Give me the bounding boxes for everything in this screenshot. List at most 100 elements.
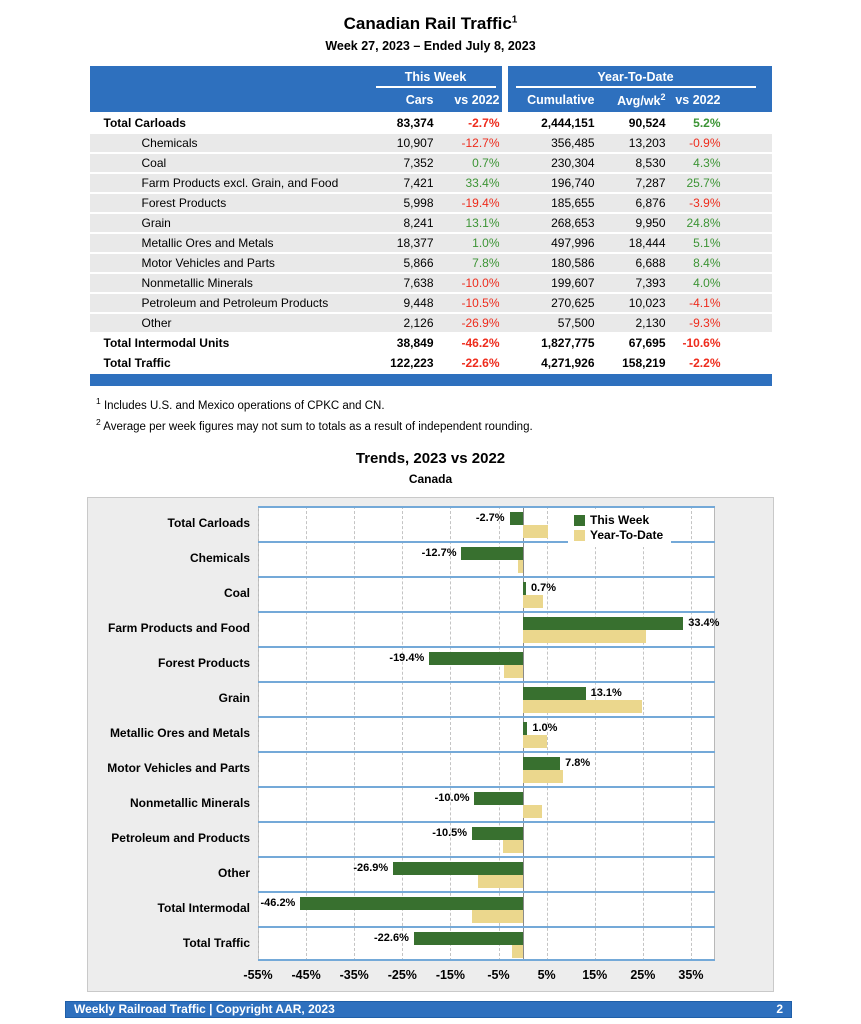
- chart-category-row: Nonmetallic Minerals -10.0%: [88, 785, 773, 821]
- ytd-vs2022-value: -9.3%: [689, 316, 721, 330]
- avgwk-footnote-marker: 2: [660, 91, 666, 102]
- gridline: [258, 505, 259, 961]
- page-subtitle: Week 27, 2023 – Ended July 8, 2023: [325, 39, 536, 53]
- table-header: This Week Cars vs 2022 Year-To-Date Cumu…: [89, 66, 772, 112]
- cumulative-value: 196,740: [551, 176, 595, 190]
- col-header-avgwk: Avg/wk2: [617, 91, 666, 109]
- tw-vs2022-value: 1.0%: [472, 236, 500, 250]
- chart-category-row: Coal 0.7%: [88, 575, 773, 611]
- category-band: -22.6%: [258, 925, 715, 961]
- category-band: -12.7%: [258, 540, 715, 576]
- tw-vs2022-value: 7.8%: [472, 256, 500, 270]
- footnote-1: 1 Includes U.S. and Mexico operations of…: [96, 396, 385, 412]
- tw-vs2022-value: 33.4%: [465, 176, 500, 190]
- this-week-bar: [393, 861, 523, 875]
- page-footer: Weekly Railroad Traffic | Copyright AAR,…: [65, 1000, 792, 1018]
- bar-value-label: 0.7%: [530, 581, 557, 594]
- x-axis-tick-label: 15%: [582, 967, 608, 982]
- cumulative-value: 180,586: [551, 256, 595, 270]
- chart-category-row: Motor Vehicles and Parts 7.8%: [88, 750, 773, 786]
- table-row: Motor Vehicles and Parts 5,866 7.8% 180,586…: [89, 254, 772, 272]
- cumulative-value: 57,500: [557, 316, 595, 330]
- row-label: Motor Vehicles and Parts: [141, 256, 275, 270]
- category-label: Chemicals: [189, 550, 250, 565]
- row-label: Metallic Ores and Metals: [141, 236, 274, 250]
- cars-value: 8,241: [403, 216, 434, 230]
- ytd-vs2022-value: 24.8%: [686, 216, 721, 230]
- legend-label-this-week: This Week: [590, 512, 650, 527]
- bar-value-label: -10.5%: [432, 826, 468, 839]
- bar-value-label: -10.0%: [434, 791, 470, 804]
- chart-category-row: Metallic Ores and Metals 1.0%: [88, 715, 773, 751]
- ytd-bar: [522, 524, 548, 538]
- avgwk-value: 158,219: [622, 356, 666, 370]
- tw-vs2022-value: -10.0%: [461, 276, 500, 290]
- table-body: Total Carloads 83,374 -2.7% 2,444,151 90,524…: [89, 114, 772, 372]
- this-week-bar: [429, 651, 523, 665]
- bar-value-label: -2.7%: [475, 511, 505, 524]
- cumulative-value: 356,485: [551, 136, 595, 150]
- chart-category-row: Total Traffic -22.6%: [88, 925, 773, 961]
- category-band: -2.7%: [258, 505, 715, 541]
- bar-value-label: 33.4%: [688, 616, 720, 629]
- legend-item-this-week: This Week: [574, 513, 663, 528]
- chart-category-row: Other -26.9%: [88, 855, 773, 891]
- ytd-vs2022-value: 25.7%: [686, 176, 721, 190]
- gridline: [690, 505, 692, 961]
- cumulative-value: 230,304: [551, 156, 595, 170]
- ytd-vs2022-value: -10.6%: [682, 336, 721, 350]
- group-header-this-week: This Week: [375, 70, 496, 88]
- avgwk-value: 90,524: [628, 116, 666, 130]
- avgwk-value: 7,287: [635, 176, 666, 190]
- col-header-tw-vs2022: vs 2022: [454, 93, 500, 107]
- chart-plot-area: Total Carloads -2.7% Chemicals -12.7% Coal 0.…: [88, 505, 773, 961]
- cumulative-value: 497,996: [551, 236, 595, 250]
- table-bottom-bar: [89, 374, 772, 386]
- ytd-bar: [522, 804, 542, 818]
- ytd-bar: [471, 909, 523, 923]
- tw-vs2022-value: -26.9%: [461, 316, 500, 330]
- row-label: Petroleum and Petroleum Products: [141, 296, 329, 310]
- cars-value: 5,866: [403, 256, 434, 270]
- category-label: Farm Products and Food: [107, 620, 250, 635]
- gridline: [402, 505, 404, 961]
- trends-chart: Total Carloads -2.7% Chemicals -12.7% Coal 0.…: [87, 496, 774, 992]
- category-label: Grain: [218, 690, 250, 705]
- ytd-vs2022-value: 5.1%: [693, 236, 721, 250]
- avgwk-value: 2,130: [635, 316, 666, 330]
- x-axis-tick-label: -15%: [435, 967, 465, 982]
- category-label: Metallic Ores and Metals: [109, 725, 250, 740]
- tw-vs2022-value: -22.6%: [461, 356, 500, 370]
- avgwk-value: 7,393: [635, 276, 666, 290]
- bar-value-label: 13.1%: [590, 686, 622, 699]
- col-header-cars: Cars: [405, 93, 434, 107]
- table-row: Forest Products 5,998 -19.4% 185,655 6,876 -3…: [89, 194, 772, 212]
- cars-value: 7,352: [403, 156, 434, 170]
- x-axis-tick-label: -55%: [243, 967, 273, 982]
- chart-rows: Total Carloads -2.7% Chemicals -12.7% Coal 0.…: [88, 505, 773, 961]
- category-label: Nonmetallic Minerals: [129, 795, 250, 810]
- ytd-vs2022-value: 5.2%: [693, 116, 721, 130]
- cars-value: 83,374: [396, 116, 434, 130]
- ytd-bar: [502, 839, 523, 853]
- footnote-2: 2 Average per week figures may not sum t…: [96, 416, 533, 433]
- ytd-bar: [518, 559, 523, 573]
- cars-value: 5,998: [403, 196, 434, 210]
- chart-legend: This Week Year-To-Date: [568, 510, 672, 547]
- ytd-vs2022-value: -2.2%: [689, 356, 721, 370]
- row-label: Total Carloads: [103, 116, 186, 130]
- category-band: 0.7%: [258, 575, 715, 611]
- footer-text: Weekly Railroad Traffic | Copyright AAR,…: [74, 1002, 335, 1017]
- this-week-bar: [522, 721, 528, 735]
- table-row: Total Traffic 122,223 -22.6% 4,271,926 158,2…: [89, 354, 772, 372]
- category-band: 7.8%: [258, 750, 715, 786]
- table-row: Grain 8,241 13.1% 268,653 9,950 24.8%: [89, 214, 772, 232]
- x-axis-tick-label: -5%: [487, 967, 510, 982]
- avgwk-value: 13,203: [628, 136, 666, 150]
- table-header-ytd-block: Year-To-Date Cumulative Avg/wk2 vs 2022: [507, 66, 772, 112]
- cumulative-value: 268,653: [551, 216, 595, 230]
- row-label: Other: [141, 316, 172, 330]
- page-number: 2: [776, 1002, 783, 1017]
- category-label: Coal: [223, 585, 250, 600]
- row-label: Coal: [141, 156, 167, 170]
